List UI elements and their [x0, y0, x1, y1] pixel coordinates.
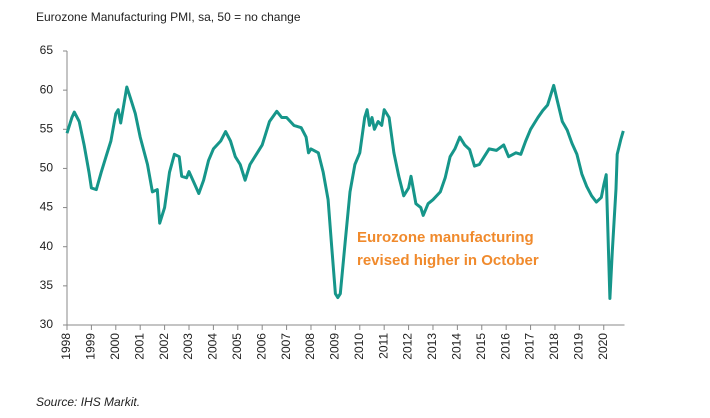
y-tick-label: 40 — [40, 239, 54, 253]
x-tick-label: 2015 — [474, 333, 488, 360]
x-tick-label: 1998 — [59, 333, 73, 360]
x-tick-label: 2019 — [572, 333, 586, 360]
y-tick-label: 60 — [40, 82, 54, 96]
annotation: revised higher in October — [357, 252, 539, 269]
x-tick-label: 2008 — [303, 333, 317, 360]
line — [65, 83, 625, 300]
x-tick-label: 2011 — [376, 333, 390, 359]
y-tick-label: 55 — [40, 121, 54, 135]
x-tick-label: 2003 — [181, 333, 195, 360]
y-tick-label: 50 — [40, 161, 54, 175]
x-tick-label: 2014 — [450, 333, 464, 360]
x-tick-label: 2001 — [132, 333, 146, 360]
y-tick-label: 35 — [40, 278, 54, 292]
x-tick-label: 2012 — [401, 333, 415, 360]
source: Source: IHS Markit. — [36, 395, 140, 409]
x-tick-label: 2013 — [425, 333, 439, 360]
x-tick-label: 2010 — [352, 333, 366, 360]
x-tick-label: 2006 — [254, 333, 268, 360]
x-tick-label: 2018 — [547, 333, 561, 360]
x-tick-label: 2007 — [279, 333, 293, 360]
y-tick-label: 45 — [40, 200, 54, 214]
x-tick-label: 1999 — [84, 333, 98, 360]
x-tick-label: 2016 — [498, 333, 512, 360]
x-tick-label: 2002 — [157, 333, 171, 360]
x-tick-label: 2005 — [230, 333, 244, 360]
x-tick-label: 2000 — [108, 333, 122, 360]
annotation: Eurozone manufacturing — [357, 229, 534, 246]
x-tick-label: 2004 — [206, 333, 220, 360]
y-tick-label: 30 — [40, 317, 54, 331]
x-tick-label: 2009 — [328, 333, 342, 360]
chart-title: Eurozone Manufacturing PMI, sa, 50 = no … — [36, 10, 301, 24]
x-tick-label: 2017 — [523, 333, 537, 360]
y-tick-label: 65 — [40, 43, 54, 57]
x-tick-label: 2020 — [596, 333, 610, 360]
